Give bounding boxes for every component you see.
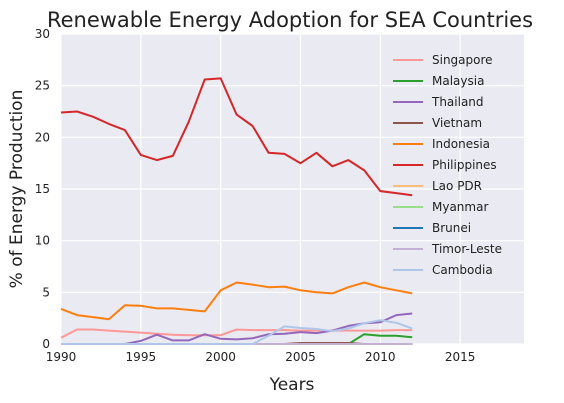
legend-label-myanmar: Myanmar <box>432 200 488 214</box>
y-tick-label: 25 <box>35 79 50 93</box>
x-tick-label: 2015 <box>445 350 476 364</box>
y-tick-label: 15 <box>35 182 50 196</box>
legend-label-singapore: Singapore <box>432 53 493 67</box>
x-tick-label: 2005 <box>285 350 316 364</box>
x-tick-label: 1995 <box>126 350 157 364</box>
legend-label-brunei: Brunei <box>432 221 471 235</box>
legend-label-philippines: Philippines <box>432 158 497 172</box>
legend-label-vietnam: Vietnam <box>432 116 482 130</box>
y-tick-label: 10 <box>35 234 50 248</box>
x-axis-ticks: 1990 1995 2000 2005 2010 2015 <box>46 350 476 364</box>
x-axis-label: Years <box>269 375 315 395</box>
y-tick-label: 0 <box>42 337 50 351</box>
legend: Singapore Malaysia Thailand Vietnam Indonesi… <box>393 53 502 277</box>
x-tick-label: 1990 <box>46 350 77 364</box>
y-axis-label: % of Energy Production <box>7 90 27 289</box>
series-line-philippines <box>60 77 413 197</box>
legend-label-lao-pdr: Lao PDR <box>432 179 482 193</box>
y-axis-ticks: 0 5 10 15 20 25 30 <box>35 27 50 351</box>
legend-label-malaysia: Malaysia <box>432 74 484 88</box>
series-line-singapore <box>60 328 413 339</box>
series-line-cambodia <box>61 319 413 345</box>
series-lines <box>60 77 413 345</box>
x-tick-label: 2000 <box>205 350 236 364</box>
y-tick-label: 30 <box>35 27 50 41</box>
x-tick-label: 2010 <box>365 350 396 364</box>
legend-label-indonesia: Indonesia <box>432 137 490 151</box>
legend-label-timor-leste: Timor-Leste <box>431 242 502 256</box>
legend-label-cambodia: Cambodia <box>432 263 493 277</box>
chart-title: Renewable Energy Adoption for SEA Countr… <box>47 8 533 32</box>
y-tick-label: 5 <box>42 285 50 299</box>
legend-label-thailand: Thailand <box>431 95 484 109</box>
series-line-indonesia <box>60 281 413 321</box>
y-tick-label: 20 <box>35 130 50 144</box>
